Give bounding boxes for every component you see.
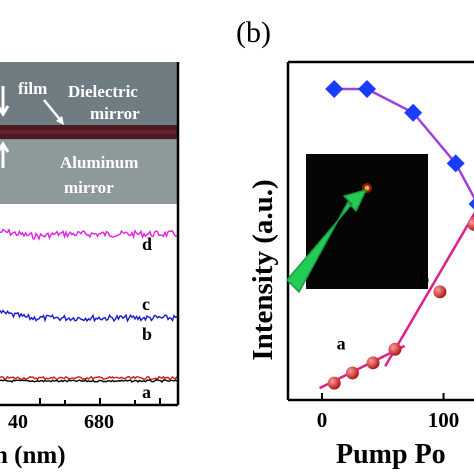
spectra-traces [0, 228, 178, 384]
above-threshold-fit-line [384, 211, 474, 367]
green-arrow-icon [286, 189, 367, 293]
y-axis-title: Intensity (a.u.) [247, 179, 279, 360]
series-label-a: a [142, 382, 151, 402]
point-label-a: a [337, 333, 346, 353]
inset-label-film: film [18, 79, 47, 98]
panel-label-b: (b) [236, 16, 271, 49]
diamond-point [357, 80, 376, 99]
inset-label-aluminum: Aluminum [60, 153, 138, 172]
sphere-point [345, 366, 359, 380]
inset-label-dielectric-mirror: mirror [90, 104, 140, 123]
sphere-point [388, 342, 402, 356]
film-pointer-arrowhead-icon [56, 116, 64, 125]
aluminum-region [0, 140, 178, 204]
x-tick-label: 40 [8, 411, 28, 433]
diamond-point [446, 154, 465, 173]
inset-label-dielectric: Dielectric [68, 82, 138, 101]
sphere-point [433, 285, 447, 299]
x-axis-title: Pump Po [336, 439, 446, 470]
laser-spot [364, 185, 370, 191]
series-label-b: b [142, 324, 152, 344]
x-tick-label: 680 [84, 411, 114, 433]
sphere-point [467, 217, 474, 231]
x-tick-label-100: 100 [428, 408, 460, 432]
spectrum-trace-a [0, 379, 178, 384]
dielectric-region [0, 62, 178, 126]
spectrum-trace-b [0, 375, 178, 381]
film-pointer-arrow-icon [43, 99, 63, 123]
spectrum-trace-d [0, 228, 178, 241]
series-label-d: d [142, 234, 152, 254]
far-field-image [306, 154, 428, 289]
panel-a: film Dielectric mirror Aluminum mirror d… [0, 62, 180, 469]
mirror-inset-photo: film Dielectric mirror Aluminum mirror [0, 62, 178, 204]
down-arrow-icon [0, 86, 10, 117]
sphere-point [327, 376, 341, 390]
spectrum-trace-c [0, 309, 178, 323]
plot-area [319, 80, 474, 390]
up-arrow-icon [0, 141, 10, 168]
inset-label-aluminum-mirror: mirror [64, 178, 114, 197]
x-axis-title: n (nm) [0, 442, 66, 469]
sphere-point [366, 356, 380, 370]
diamond-point [404, 103, 423, 122]
diamond-point [325, 80, 344, 99]
panel-b: (b) Intensity (a.u.) a b 0 100 Pump Po [236, 16, 474, 470]
series-label-c: c [142, 294, 150, 314]
point-label-b: b [419, 269, 429, 289]
x-tick-label-0: 0 [317, 408, 328, 432]
diamond-point [468, 198, 474, 210]
